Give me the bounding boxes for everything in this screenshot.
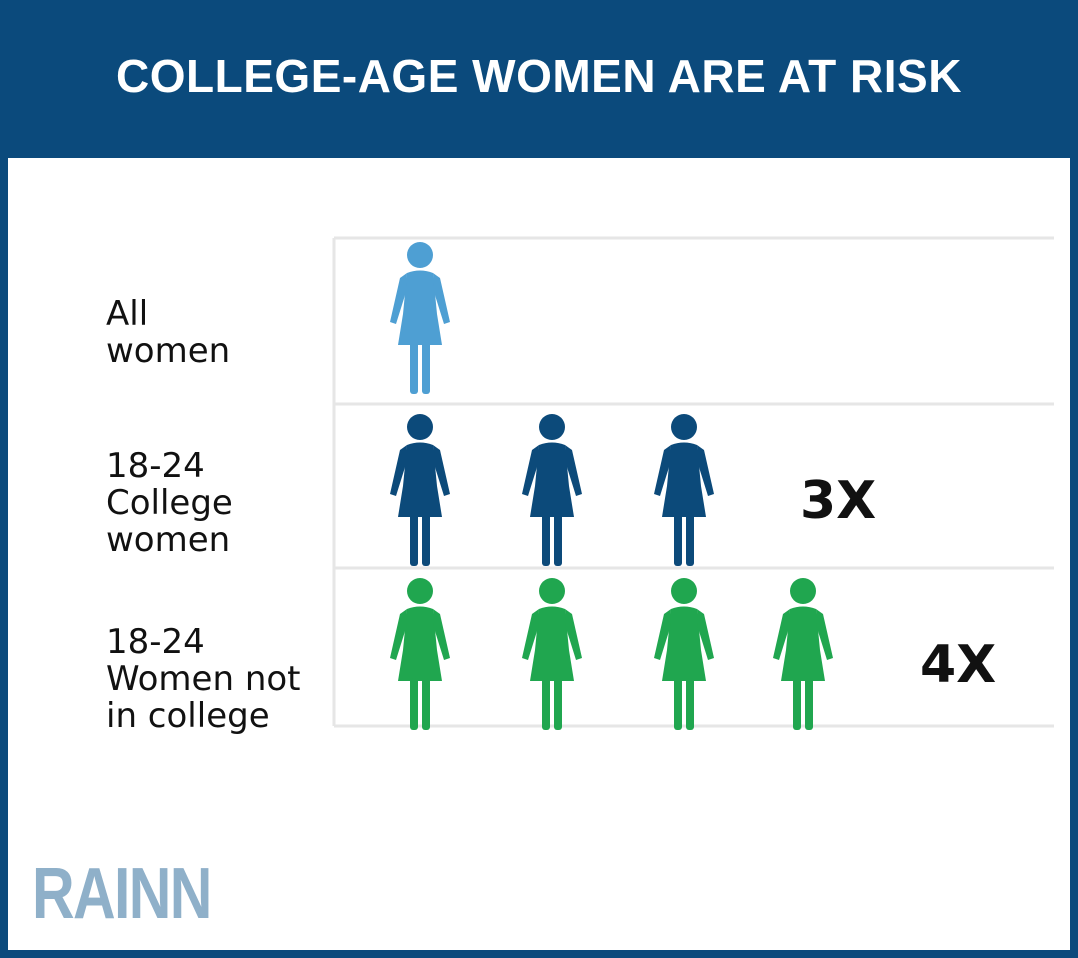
woman-icon	[773, 578, 833, 730]
woman-icon	[390, 414, 450, 566]
page-title: COLLEGE-AGE WOMEN ARE AT RISK	[116, 50, 962, 102]
row-label-line: in college	[106, 696, 270, 736]
row-label-college-women: 18-24 College women	[106, 448, 233, 559]
woman-icon	[654, 578, 714, 730]
row-label-all-women: All women	[106, 296, 230, 370]
title-bar: COLLEGE-AGE WOMEN ARE AT RISK	[0, 0, 1078, 158]
woman-icon	[390, 578, 450, 730]
woman-icon	[390, 242, 450, 394]
rainn-logo: RAINN	[32, 854, 212, 934]
multiplier-label: 3X	[800, 471, 876, 531]
row-label-line: women	[106, 331, 231, 371]
row-label-line: All	[106, 294, 149, 334]
pictograph-row	[390, 242, 450, 394]
woman-icon	[522, 578, 582, 730]
pictograph-chart: 3X 4X	[332, 236, 1054, 730]
row-label-line: College	[106, 483, 233, 523]
row-label-line: 18-24	[106, 622, 205, 662]
chart-panel: 3X 4X All women 18-24 College women 18-24…	[8, 158, 1070, 950]
woman-icon	[654, 414, 714, 566]
woman-icon	[522, 414, 582, 566]
pictograph-row: 3X	[390, 414, 876, 566]
multiplier-label: 4X	[920, 635, 996, 695]
pictograph-row: 4X	[390, 578, 996, 730]
row-label-not-in-college: 18-24 Women not in college	[106, 624, 301, 735]
row-label-line: women	[106, 520, 231, 560]
row-label-line: 18-24	[106, 446, 205, 486]
row-label-line: Women not	[106, 659, 301, 699]
